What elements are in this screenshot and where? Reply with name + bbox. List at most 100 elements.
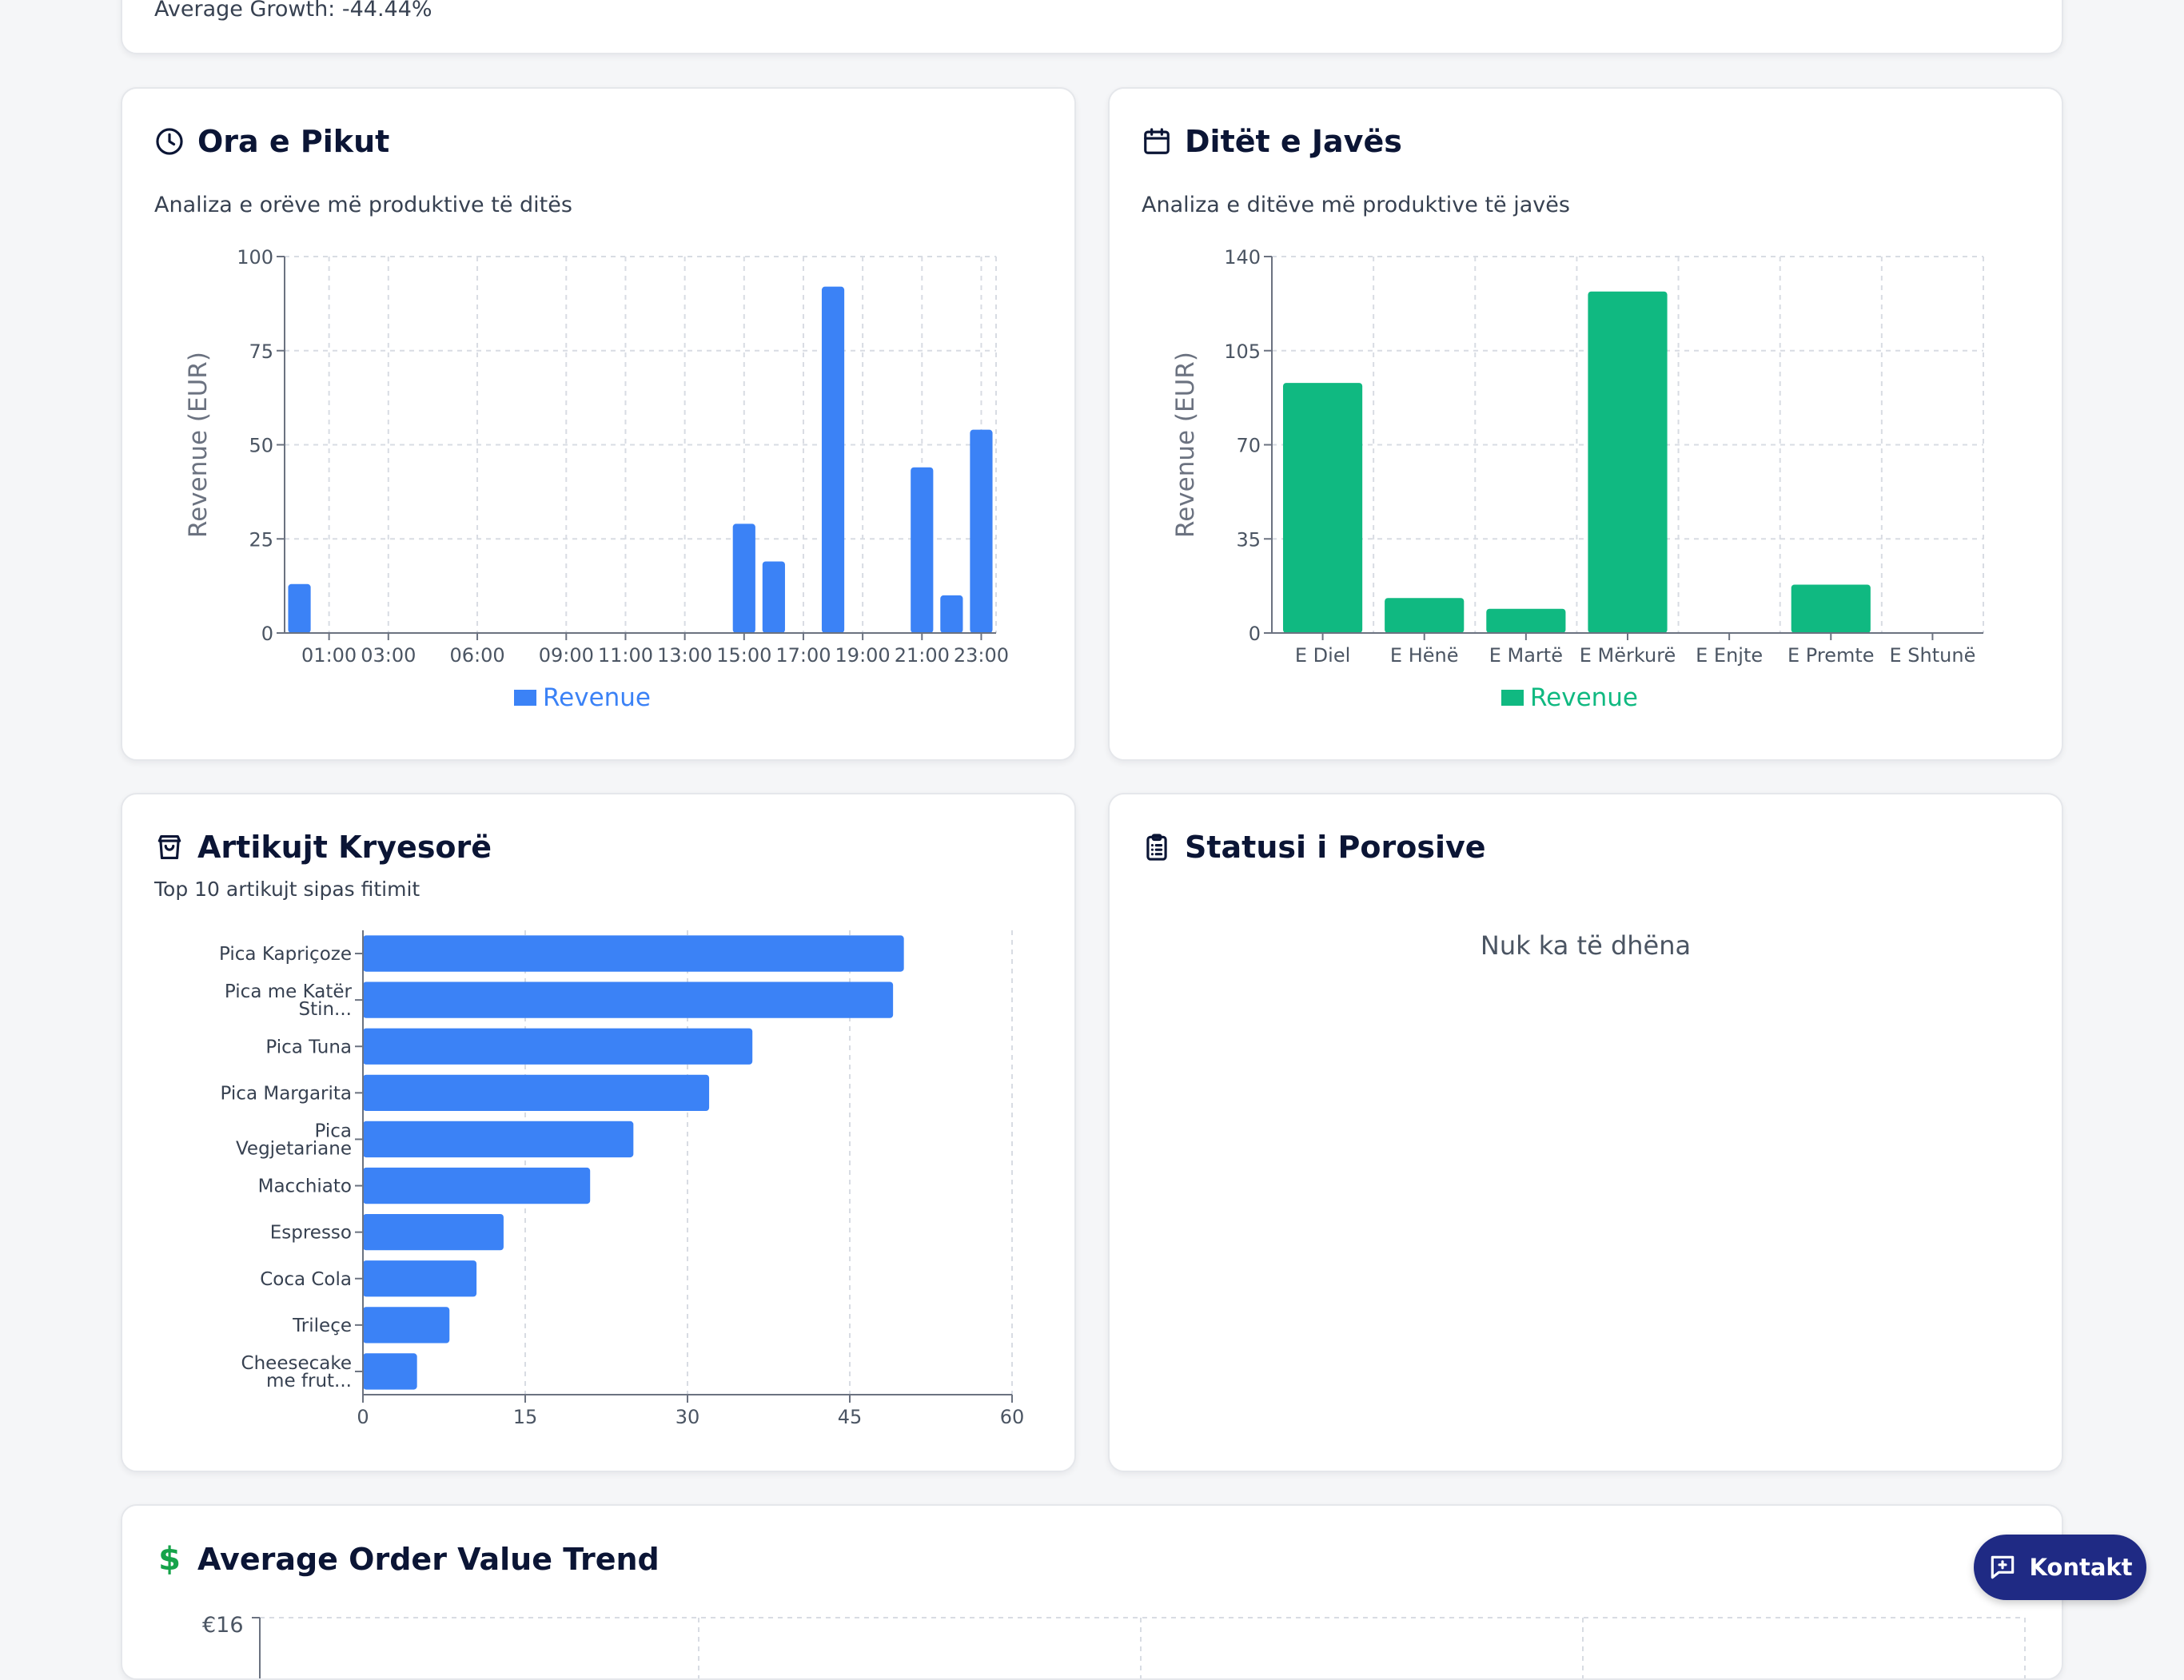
kontakt-label: Kontakt — [2029, 1554, 2133, 1581]
y-tick-label: Trileçe — [292, 1316, 352, 1336]
x-tick-label: E Enjte — [1696, 644, 1763, 667]
y-tick-label: 0 — [1249, 623, 1261, 645]
order-status-title: Statusi i Porosive — [1142, 830, 1486, 865]
dollar-icon: $ — [158, 1541, 181, 1578]
order-status-card: Statusi i Porosive Nuk ka të dhëna — [1108, 793, 2063, 1472]
x-tick-label: 19:00 — [835, 644, 891, 667]
x-tick-label: 13:00 — [657, 644, 712, 667]
aov-card: $ Average Order Value Trend €16 — [121, 1504, 2063, 1680]
y-tick-label: Macchiato — [258, 1176, 352, 1197]
bar — [363, 1167, 591, 1204]
weekdays-subtitle: Analiza e ditëve më produktive të javës — [1142, 193, 1570, 217]
x-tick-label: 30 — [676, 1406, 700, 1428]
bar — [1791, 584, 1871, 633]
y-tick-label: Pica me Katër — [225, 981, 353, 1002]
bar — [363, 1260, 477, 1297]
y-tick-label: 105 — [1224, 340, 1261, 363]
calendar-icon — [1144, 128, 1170, 154]
bar — [363, 1213, 504, 1251]
x-tick-label: 09:00 — [539, 644, 594, 667]
peak-hours-subtitle: Analiza e orëve më produktive të ditës — [154, 193, 572, 217]
x-tick-label: 06:00 — [449, 644, 504, 667]
y-tick-label: Pica Tuna — [265, 1037, 352, 1057]
y-tick-label: Vegjetariane — [236, 1138, 352, 1159]
aov-title: $ Average Order Value Trend — [154, 1541, 660, 1578]
y-tick-label: 140 — [1224, 246, 1261, 269]
bar — [288, 583, 311, 633]
average-growth-text: Average Growth: -44.44% — [154, 0, 432, 22]
y-tick-label: 35 — [1236, 528, 1261, 551]
x-tick-label: 11:00 — [598, 644, 653, 667]
x-tick-label: 0 — [357, 1406, 369, 1428]
bar — [363, 1074, 710, 1112]
legend-label: Revenue — [543, 683, 652, 712]
bar — [1486, 608, 1566, 633]
y-tick-label: 70 — [1236, 435, 1261, 457]
bar — [1282, 383, 1363, 633]
x-tick-label: E Diel — [1295, 644, 1350, 667]
bar — [363, 1121, 634, 1158]
x-tick-label: E Martë — [1489, 644, 1563, 667]
y-tick-label: 50 — [249, 435, 273, 457]
y-tick-label: Pica — [315, 1121, 353, 1141]
y-tick-label: Pica Margarita — [221, 1083, 352, 1104]
peak-hours-title: Ora e Pikut — [154, 124, 389, 159]
legend-label: Revenue — [1530, 683, 1639, 712]
x-tick-label: 15 — [513, 1406, 538, 1428]
y-axis-label: Revenue (EUR) — [1171, 352, 1200, 538]
kontakt-button[interactable]: Kontakt — [1974, 1535, 2146, 1600]
x-tick-label: 17:00 — [775, 644, 831, 667]
top-items-card: Artikujt Kryesorë Top 10 artikujt sipas … — [121, 793, 1076, 1472]
x-tick-label: 23:00 — [954, 644, 1009, 667]
y-tick-label: 0 — [261, 623, 273, 645]
bar — [363, 1028, 753, 1065]
bar — [1385, 598, 1465, 633]
legend-swatch — [514, 690, 536, 706]
x-tick-label: 15:00 — [716, 644, 771, 667]
empty-state-text: Nuk ka të dhëna — [1480, 930, 1692, 961]
bar — [363, 981, 894, 1018]
y-axis-label: Revenue (EUR) — [184, 352, 213, 538]
message-plus-icon — [1991, 1555, 2015, 1579]
peak-hours-card: Ora e Pikut Analiza e orëve më produktiv… — [121, 87, 1076, 761]
clock-icon — [156, 128, 183, 155]
y-tick-label: me frut... — [266, 1371, 352, 1391]
bar — [363, 1307, 450, 1344]
x-tick-label: E Mërkurë — [1580, 644, 1676, 667]
bar — [1588, 291, 1668, 633]
x-tick-label: 03:00 — [361, 644, 416, 667]
peak-hours-chart: 0 25 50 75 100 Revenue (EUR) 01:00 03:00 06:00 09… — [184, 246, 1009, 667]
y-tick-label: Cheesecake — [241, 1353, 352, 1374]
bar — [732, 524, 755, 633]
bar — [363, 1353, 417, 1390]
weekdays-card: Ditët e Javës Analiza e ditëve më produk… — [1108, 87, 2063, 761]
y-tick-label: 25 — [249, 528, 273, 551]
x-tick-label: 45 — [838, 1406, 863, 1428]
y-tick-label: Pica Kapriçoze — [219, 944, 352, 965]
shopping-bag-icon — [157, 834, 181, 860]
bar — [821, 286, 845, 633]
x-tick-label: 60 — [1000, 1406, 1025, 1428]
weekdays-chart: 0 35 70 105 140 Revenue (EUR) E Diel E Hënë E Ma… — [1171, 246, 1984, 667]
aov-grid — [252, 1617, 2026, 1678]
aov-y-tick: €16 — [202, 1613, 244, 1638]
bar — [762, 561, 785, 633]
legend-swatch — [1501, 690, 1524, 706]
x-tick-label: 01:00 — [301, 644, 357, 667]
bar — [970, 429, 993, 633]
weekdays-legend[interactable]: Revenue — [1501, 683, 1638, 712]
top-items-chart: 0 15 30 45 60 Pica Kapriçoze Pica me KatërStin… — [219, 930, 1025, 1428]
y-tick-label: 75 — [249, 340, 273, 363]
y-tick-label: Stin... — [298, 999, 352, 1020]
weekdays-title: Ditët e Javës — [1142, 124, 1402, 159]
growth-card: Average Growth: -44.44% — [121, 0, 2063, 54]
bar — [940, 595, 963, 633]
y-tick-label: Espresso — [270, 1223, 352, 1244]
top-items-subtitle: Top 10 artikujt sipas fitimit — [154, 878, 420, 901]
peak-hours-legend[interactable]: Revenue — [514, 683, 651, 712]
clipboard-list-icon — [1146, 834, 1167, 861]
x-tick-label: E Shtunë — [1890, 644, 1976, 667]
x-tick-label: E Hënë — [1390, 644, 1459, 667]
bar — [363, 935, 904, 972]
top-items-title: Artikujt Kryesorë — [154, 830, 492, 865]
